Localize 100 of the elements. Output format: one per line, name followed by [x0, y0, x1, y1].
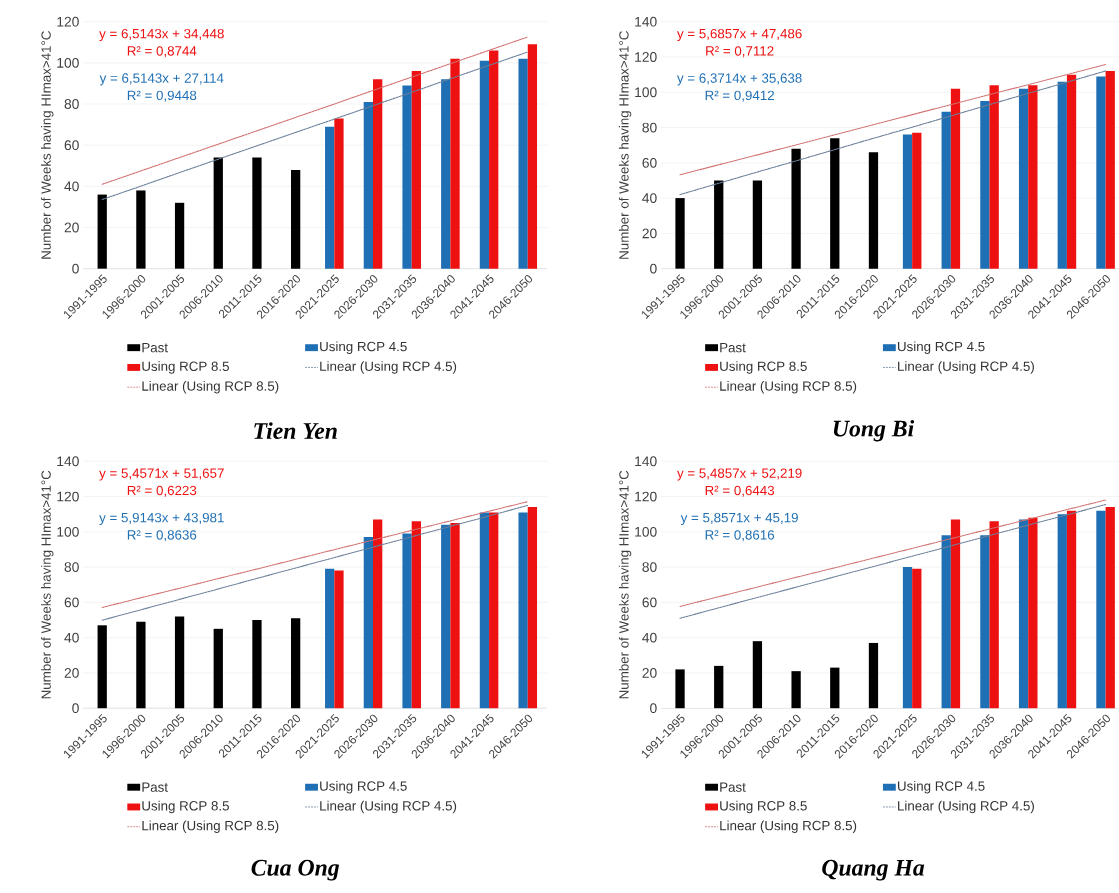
- bar: [441, 79, 451, 269]
- bar: [325, 568, 335, 709]
- bar: [450, 523, 460, 709]
- annotation: y = 5,6857x + 47,486: [677, 28, 802, 42]
- bar: [1057, 514, 1067, 709]
- bar: [373, 519, 383, 709]
- annotation: y = 6,3714x + 35,638: [677, 73, 802, 86]
- y-tick-label: 100: [57, 526, 79, 537]
- bar: [97, 625, 107, 709]
- y-tick-label: 140: [635, 456, 657, 467]
- y-tick-label: 100: [635, 87, 657, 98]
- legend-label: Linear (Using RCP 4.5): [898, 361, 1034, 374]
- annotation: y = 5,4857x + 52,219: [677, 468, 802, 481]
- bar: [291, 618, 301, 709]
- y-tick-label: 100: [57, 58, 79, 68]
- bar: [411, 71, 421, 269]
- bar: [912, 568, 922, 709]
- legend-label: Linear (Using RCP 4.5): [320, 361, 457, 374]
- y-tick-label: 120: [57, 491, 79, 502]
- text: Quang Ha: [822, 859, 925, 881]
- bar: [868, 642, 879, 709]
- bar: [518, 512, 528, 709]
- bar: [213, 157, 223, 269]
- y-tick-label: 60: [642, 157, 657, 168]
- legend-label: Past: [142, 782, 168, 792]
- bar: [252, 157, 262, 269]
- bar: [441, 524, 451, 709]
- annotation: y = 6,5143x + 34,448: [99, 28, 224, 42]
- bar: [980, 535, 990, 709]
- bar: [830, 667, 840, 709]
- bar: [97, 194, 107, 269]
- legend-label: Linear (Using RCP 8.5): [142, 820, 279, 833]
- annotation: y = 5,9143x + 43,981: [99, 512, 224, 526]
- y-tick-label: 0: [650, 703, 657, 714]
- annotation: R² = 0,6223: [127, 485, 197, 497]
- annotation: R² = 0,9412: [705, 90, 774, 102]
- bar: [1066, 510, 1077, 709]
- bar: [518, 58, 528, 269]
- bar: [1018, 519, 1029, 709]
- bar: [1096, 510, 1106, 709]
- bar: [941, 111, 951, 269]
- bar: [450, 58, 460, 269]
- y-tick-label: 140: [635, 16, 657, 27]
- bar: [411, 521, 421, 709]
- y-tick-label: 80: [64, 562, 79, 573]
- y-tick-label: 0: [72, 703, 79, 714]
- bar: [527, 507, 538, 709]
- bar: [902, 567, 913, 709]
- bar: [791, 671, 801, 709]
- legend-label: Using RCP 4.5: [897, 341, 985, 354]
- y-tick-label: 40: [64, 181, 79, 192]
- bar: [136, 621, 146, 709]
- legend-label: Past: [720, 343, 746, 353]
- y-tick-label: 60: [64, 140, 79, 151]
- annotation: R² = 0,8636: [127, 530, 197, 542]
- bar: [714, 665, 724, 709]
- bar: [989, 85, 999, 269]
- bar: [373, 79, 383, 269]
- bar: [334, 118, 344, 269]
- bar: [479, 512, 490, 709]
- bar: [950, 88, 961, 269]
- bar: [902, 134, 913, 269]
- y-tick-label: 80: [64, 99, 79, 109]
- bar: [941, 535, 951, 709]
- bar: [136, 190, 146, 269]
- bar: [174, 616, 185, 709]
- bar: [402, 85, 412, 269]
- bar: [402, 533, 412, 709]
- bar: [830, 138, 840, 269]
- bar: [291, 169, 301, 269]
- annotation: R² = 0,8616: [705, 530, 775, 542]
- legend-label: Linear (Using RCP 8.5): [142, 381, 279, 394]
- line-series: [679, 70, 1107, 196]
- bar: [527, 44, 538, 269]
- bar: [489, 50, 499, 269]
- annotation: y = 5,4571x + 51,657: [99, 468, 224, 481]
- annotation: R² = 0,6443: [705, 485, 775, 497]
- bar: [363, 537, 374, 709]
- annotation: R² = 0,7112: [706, 46, 774, 58]
- y-tick-label: 20: [642, 668, 657, 678]
- y-tick-label: 40: [64, 632, 79, 643]
- y-tick-label: 20: [64, 668, 79, 678]
- bar: [1066, 74, 1077, 269]
- y-tick-label: 20: [64, 222, 79, 233]
- bar: [980, 101, 990, 269]
- bar: [675, 669, 685, 709]
- bar: [1028, 517, 1038, 709]
- bar: [1096, 76, 1106, 269]
- legend-label: Using RCP 8.5: [720, 800, 807, 814]
- y-tick-label: 120: [57, 16, 79, 27]
- legend-label: Linear (Using RCP 8.5): [720, 820, 857, 833]
- y-axis-title: Number of Weeks having HImax>41°C: [618, 31, 632, 259]
- y-tick-label: 40: [642, 193, 657, 204]
- bar: [213, 628, 223, 709]
- bar: [791, 148, 801, 269]
- y-axis-title: Number of Weeks having HImax>41°C: [41, 31, 54, 259]
- bar: [1105, 71, 1115, 269]
- annotation: R² = 0,9448: [127, 90, 197, 102]
- bar: [675, 198, 685, 269]
- bar: [252, 620, 262, 709]
